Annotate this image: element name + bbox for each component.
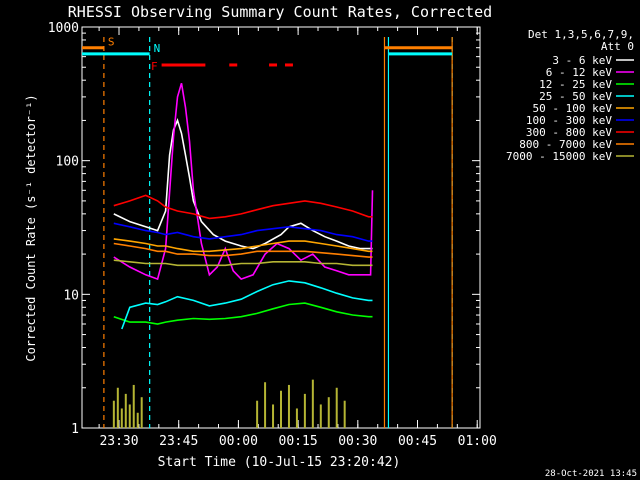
y-tick-label: 1	[71, 422, 79, 437]
flag-bars: S NF	[82, 36, 453, 73]
footer-timestamp: 28-Oct-2021 13:45	[545, 469, 637, 479]
chart-title: RHESSI Observing Summary Count Rates, Co…	[68, 3, 492, 21]
series-line	[113, 82, 374, 281]
y-axis-label: Corrected Count Rate (s⁻¹ detector⁻¹)	[24, 94, 38, 361]
x-tick-label: 23:45	[159, 434, 198, 449]
series-line	[121, 280, 373, 330]
series-line	[113, 222, 373, 242]
x-tick-label: 23:30	[99, 434, 138, 449]
legend-entry-label: 7000 - 15000 keV	[506, 150, 612, 163]
x-tick-label: 00:45	[398, 434, 437, 449]
y-tick-label: 1000	[48, 21, 79, 36]
legend-header: Det 1,3,5,6,7,9,	[528, 28, 634, 41]
axes: 1 10 100 1000 23:30 23:45 00:00 00:15 00:30 00:45…	[48, 21, 497, 449]
legend-entry-label: 12 - 25 keV	[539, 78, 612, 91]
x-axis-label: Start Time (10-Jul-15 23:20:42)	[158, 455, 401, 470]
legend-header: Att 0	[601, 40, 634, 53]
x-tick-label: 00:00	[219, 434, 258, 449]
flag-bar-label: S	[108, 36, 115, 49]
y-tick-label: 100	[56, 155, 79, 170]
series-group	[112, 82, 374, 428]
flag-bar-label: F	[151, 60, 158, 73]
vertical-markers	[103, 37, 453, 428]
legend-entry-label: 300 - 800 keV	[526, 126, 612, 139]
flag-bar-label: N	[154, 42, 161, 55]
legend-entry-label: 25 - 50 keV	[539, 90, 612, 103]
x-tick-label: 01:00	[458, 434, 497, 449]
legend-entry-label: 800 - 7000 keV	[519, 138, 612, 151]
legend-entry-label: 6 - 12 keV	[546, 66, 613, 79]
y-tick-label: 10	[63, 288, 79, 303]
series-line	[113, 259, 373, 267]
series-line	[113, 194, 373, 220]
legend-entry-label: 50 - 100 keV	[533, 102, 613, 115]
series-line	[113, 238, 373, 253]
series-line	[113, 118, 373, 250]
series-line	[113, 302, 373, 325]
x-tick-label: 00:30	[338, 434, 377, 449]
x-tick-label: 00:15	[279, 434, 318, 449]
legend-entry-label: 100 - 300 keV	[526, 114, 612, 127]
series-line	[113, 242, 373, 258]
legend-entry-label: 3 - 6 keV	[552, 54, 612, 67]
